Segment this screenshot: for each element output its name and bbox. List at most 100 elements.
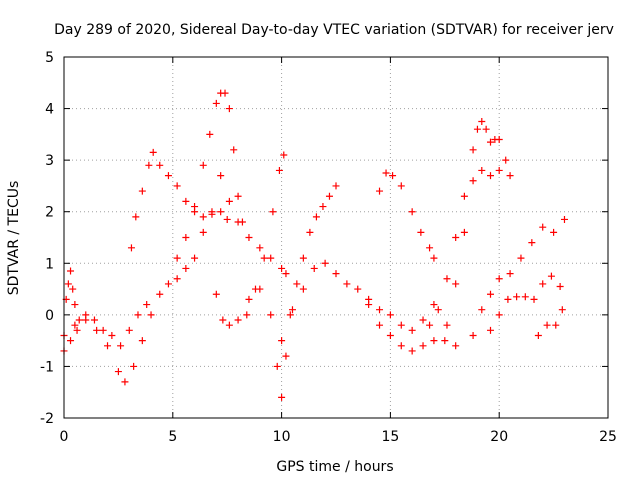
data-point — [206, 130, 214, 138]
data-point — [430, 301, 438, 309]
data-point — [234, 192, 242, 200]
data-point — [278, 393, 286, 401]
data-point — [469, 331, 477, 339]
data-point — [125, 326, 133, 334]
data-point — [234, 316, 242, 324]
x-tick-label: 0 — [60, 429, 69, 445]
data-point — [460, 192, 468, 200]
data-point — [245, 295, 253, 303]
data-point — [208, 210, 216, 218]
data-point — [164, 172, 172, 180]
data-point — [513, 293, 521, 301]
data-point — [138, 337, 146, 345]
data-point — [386, 311, 394, 319]
data-point — [376, 187, 384, 195]
y-axis-label: SDTVAR / TECUs — [6, 181, 22, 296]
data-point — [343, 280, 351, 288]
data-point — [217, 172, 225, 180]
data-point — [419, 342, 427, 350]
data-point — [452, 342, 460, 350]
data-point — [71, 301, 79, 309]
data-point — [299, 254, 307, 262]
data-point — [73, 326, 81, 334]
data-point — [269, 208, 277, 216]
data-point — [506, 172, 514, 180]
data-point — [530, 295, 538, 303]
data-point — [225, 197, 233, 205]
data-point — [528, 239, 536, 247]
data-point — [534, 331, 542, 339]
data-point — [473, 125, 481, 133]
data-point — [469, 146, 477, 154]
data-point — [386, 331, 394, 339]
data-point — [114, 368, 122, 376]
data-point — [138, 187, 146, 195]
data-point — [389, 172, 397, 180]
data-point — [164, 280, 172, 288]
data-point — [408, 347, 416, 355]
data-point — [517, 254, 525, 262]
data-point — [486, 290, 494, 298]
data-point — [282, 270, 290, 278]
data-point — [426, 321, 434, 329]
data-point — [127, 244, 135, 252]
data-point — [191, 254, 199, 262]
data-point — [376, 321, 384, 329]
x-tick-label: 15 — [381, 429, 399, 445]
data-point — [278, 337, 286, 345]
data-point — [441, 337, 449, 345]
data-point — [275, 166, 283, 174]
data-point — [443, 275, 451, 283]
data-point — [332, 270, 340, 278]
data-point — [558, 306, 566, 314]
data-point — [230, 146, 238, 154]
data-point — [469, 177, 477, 185]
data-point — [506, 270, 514, 278]
data-point — [482, 125, 490, 133]
data-point — [199, 213, 207, 221]
data-point — [293, 280, 301, 288]
data-point — [354, 285, 362, 293]
data-point — [223, 215, 231, 223]
data-point — [256, 244, 264, 252]
data-point — [278, 264, 286, 272]
data-point — [93, 326, 101, 334]
x-tick-label: 5 — [168, 429, 177, 445]
data-point — [452, 280, 460, 288]
data-point — [560, 215, 568, 223]
y-tick-label: 3 — [45, 153, 54, 169]
data-point — [495, 136, 503, 144]
data-point — [130, 362, 138, 370]
data-point — [443, 321, 451, 329]
data-point — [430, 254, 438, 262]
data-point — [121, 378, 129, 386]
series-sat-j — [443, 166, 503, 329]
data-point — [502, 156, 510, 164]
series-sat-c — [173, 89, 246, 262]
data-point — [478, 306, 486, 314]
data-point — [221, 89, 229, 97]
data-point — [71, 321, 79, 329]
data-point — [486, 326, 494, 334]
data-point — [478, 166, 486, 174]
data-point — [117, 342, 125, 350]
data-point — [191, 203, 199, 211]
series-sat-k — [469, 215, 568, 339]
series-sat-n — [60, 301, 151, 355]
data-point — [75, 316, 83, 324]
data-point — [156, 290, 164, 298]
data-point — [419, 316, 427, 324]
x-tick-label: 20 — [490, 429, 508, 445]
data-point — [64, 280, 72, 288]
x-tick-label: 10 — [273, 429, 291, 445]
data-point — [212, 290, 220, 298]
data-point — [430, 337, 438, 345]
data-point — [556, 282, 564, 290]
data-point — [134, 311, 142, 319]
data-points — [60, 89, 568, 401]
data-point — [182, 264, 190, 272]
series-sat-l — [486, 272, 564, 334]
data-point — [365, 301, 373, 309]
series-sat-o — [62, 267, 83, 324]
